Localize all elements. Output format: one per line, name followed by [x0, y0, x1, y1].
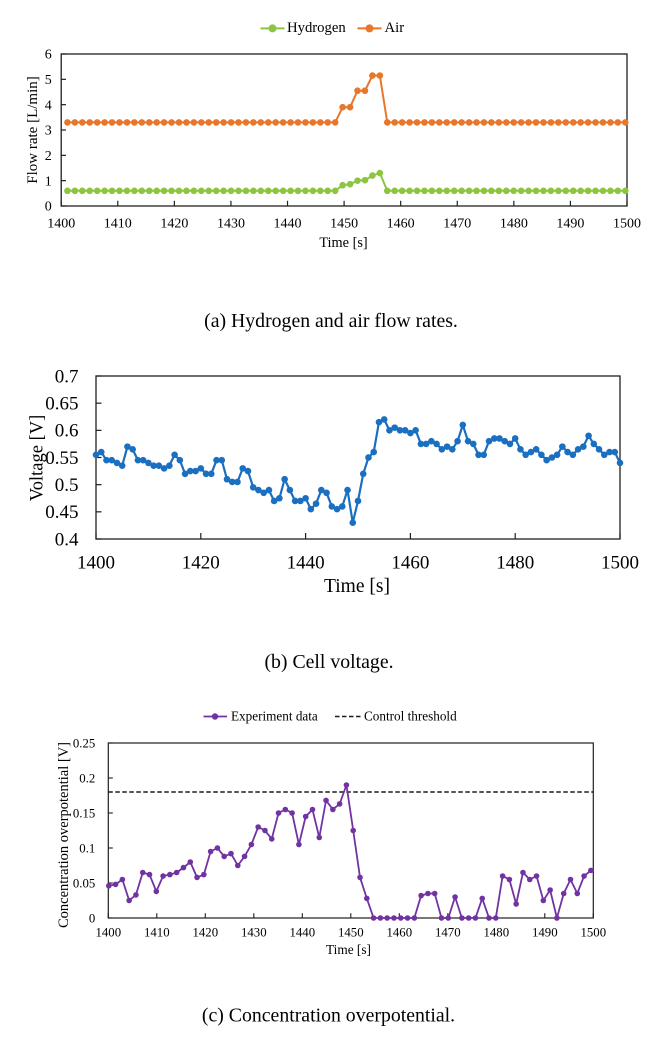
svg-text:0.6: 0.6: [55, 421, 79, 442]
svg-text:Voltage [V]: Voltage [V]: [28, 415, 48, 501]
svg-text:3: 3: [45, 124, 52, 139]
svg-text:1480: 1480: [484, 926, 510, 940]
svg-text:(b) Cell voltage.: (b) Cell voltage.: [264, 651, 393, 673]
svg-text:Flow rate [L/min]: Flow rate [L/min]: [25, 76, 41, 183]
svg-text:1420: 1420: [160, 217, 188, 232]
svg-text:1430: 1430: [241, 926, 267, 940]
svg-text:1500: 1500: [613, 217, 641, 232]
svg-text:1410: 1410: [144, 926, 170, 940]
svg-text:0.45: 0.45: [45, 502, 78, 523]
svg-text:1460: 1460: [387, 217, 415, 232]
svg-text:0.65: 0.65: [45, 393, 78, 414]
svg-text:1440: 1440: [287, 553, 325, 574]
svg-text:1450: 1450: [330, 217, 358, 232]
svg-text:6: 6: [45, 48, 52, 63]
svg-text:Air: Air: [385, 20, 405, 36]
svg-text:4: 4: [45, 98, 52, 113]
svg-text:1430: 1430: [217, 217, 245, 232]
svg-text:0: 0: [89, 911, 95, 925]
svg-text:0.05: 0.05: [73, 876, 95, 890]
svg-text:Control threshold: Control threshold: [364, 708, 457, 723]
svg-text:1480: 1480: [496, 553, 534, 574]
svg-text:0.15: 0.15: [73, 806, 95, 820]
svg-text:1400: 1400: [77, 553, 115, 574]
svg-text:1460: 1460: [391, 553, 429, 574]
svg-text:1420: 1420: [193, 926, 219, 940]
svg-text:1400: 1400: [47, 217, 75, 232]
svg-text:0.25: 0.25: [73, 736, 95, 750]
svg-text:0: 0: [45, 200, 52, 215]
svg-text:1490: 1490: [532, 926, 558, 940]
svg-text:1420: 1420: [182, 553, 220, 574]
svg-text:(c) Concentration overpotentia: (c) Concentration overpotential.: [202, 1005, 455, 1027]
svg-text:5: 5: [45, 73, 52, 88]
svg-text:1460: 1460: [387, 926, 413, 940]
svg-text:1490: 1490: [556, 217, 584, 232]
svg-text:0.2: 0.2: [79, 771, 95, 785]
svg-text:1470: 1470: [435, 926, 461, 940]
svg-text:(a) Hydrogen and air flow rate: (a) Hydrogen and air flow rates.: [204, 310, 458, 332]
svg-text:1480: 1480: [500, 217, 528, 232]
svg-text:1: 1: [45, 174, 52, 189]
svg-text:Hydrogen: Hydrogen: [287, 20, 346, 36]
svg-text:1500: 1500: [581, 926, 607, 940]
svg-text:Time [s]: Time [s]: [319, 235, 367, 251]
svg-text:0.4: 0.4: [55, 529, 79, 550]
svg-text:Time [s]: Time [s]: [326, 942, 371, 957]
svg-text:1470: 1470: [443, 217, 471, 232]
svg-text:1450: 1450: [338, 926, 364, 940]
svg-text:0.5: 0.5: [55, 475, 79, 496]
svg-text:0.7: 0.7: [55, 366, 79, 387]
svg-text:1440: 1440: [274, 217, 302, 232]
svg-text:1400: 1400: [96, 926, 122, 940]
svg-text:Concentration overpotential [V: Concentration overpotential [V]: [56, 742, 72, 928]
svg-text:0.1: 0.1: [79, 841, 95, 855]
svg-text:1410: 1410: [104, 217, 132, 232]
svg-text:0.55: 0.55: [45, 448, 78, 469]
svg-text:1500: 1500: [601, 553, 639, 574]
svg-text:1440: 1440: [290, 926, 316, 940]
svg-text:Time [s]: Time [s]: [324, 576, 390, 597]
svg-text:Experiment data: Experiment data: [231, 708, 318, 723]
svg-text:2: 2: [45, 149, 52, 164]
